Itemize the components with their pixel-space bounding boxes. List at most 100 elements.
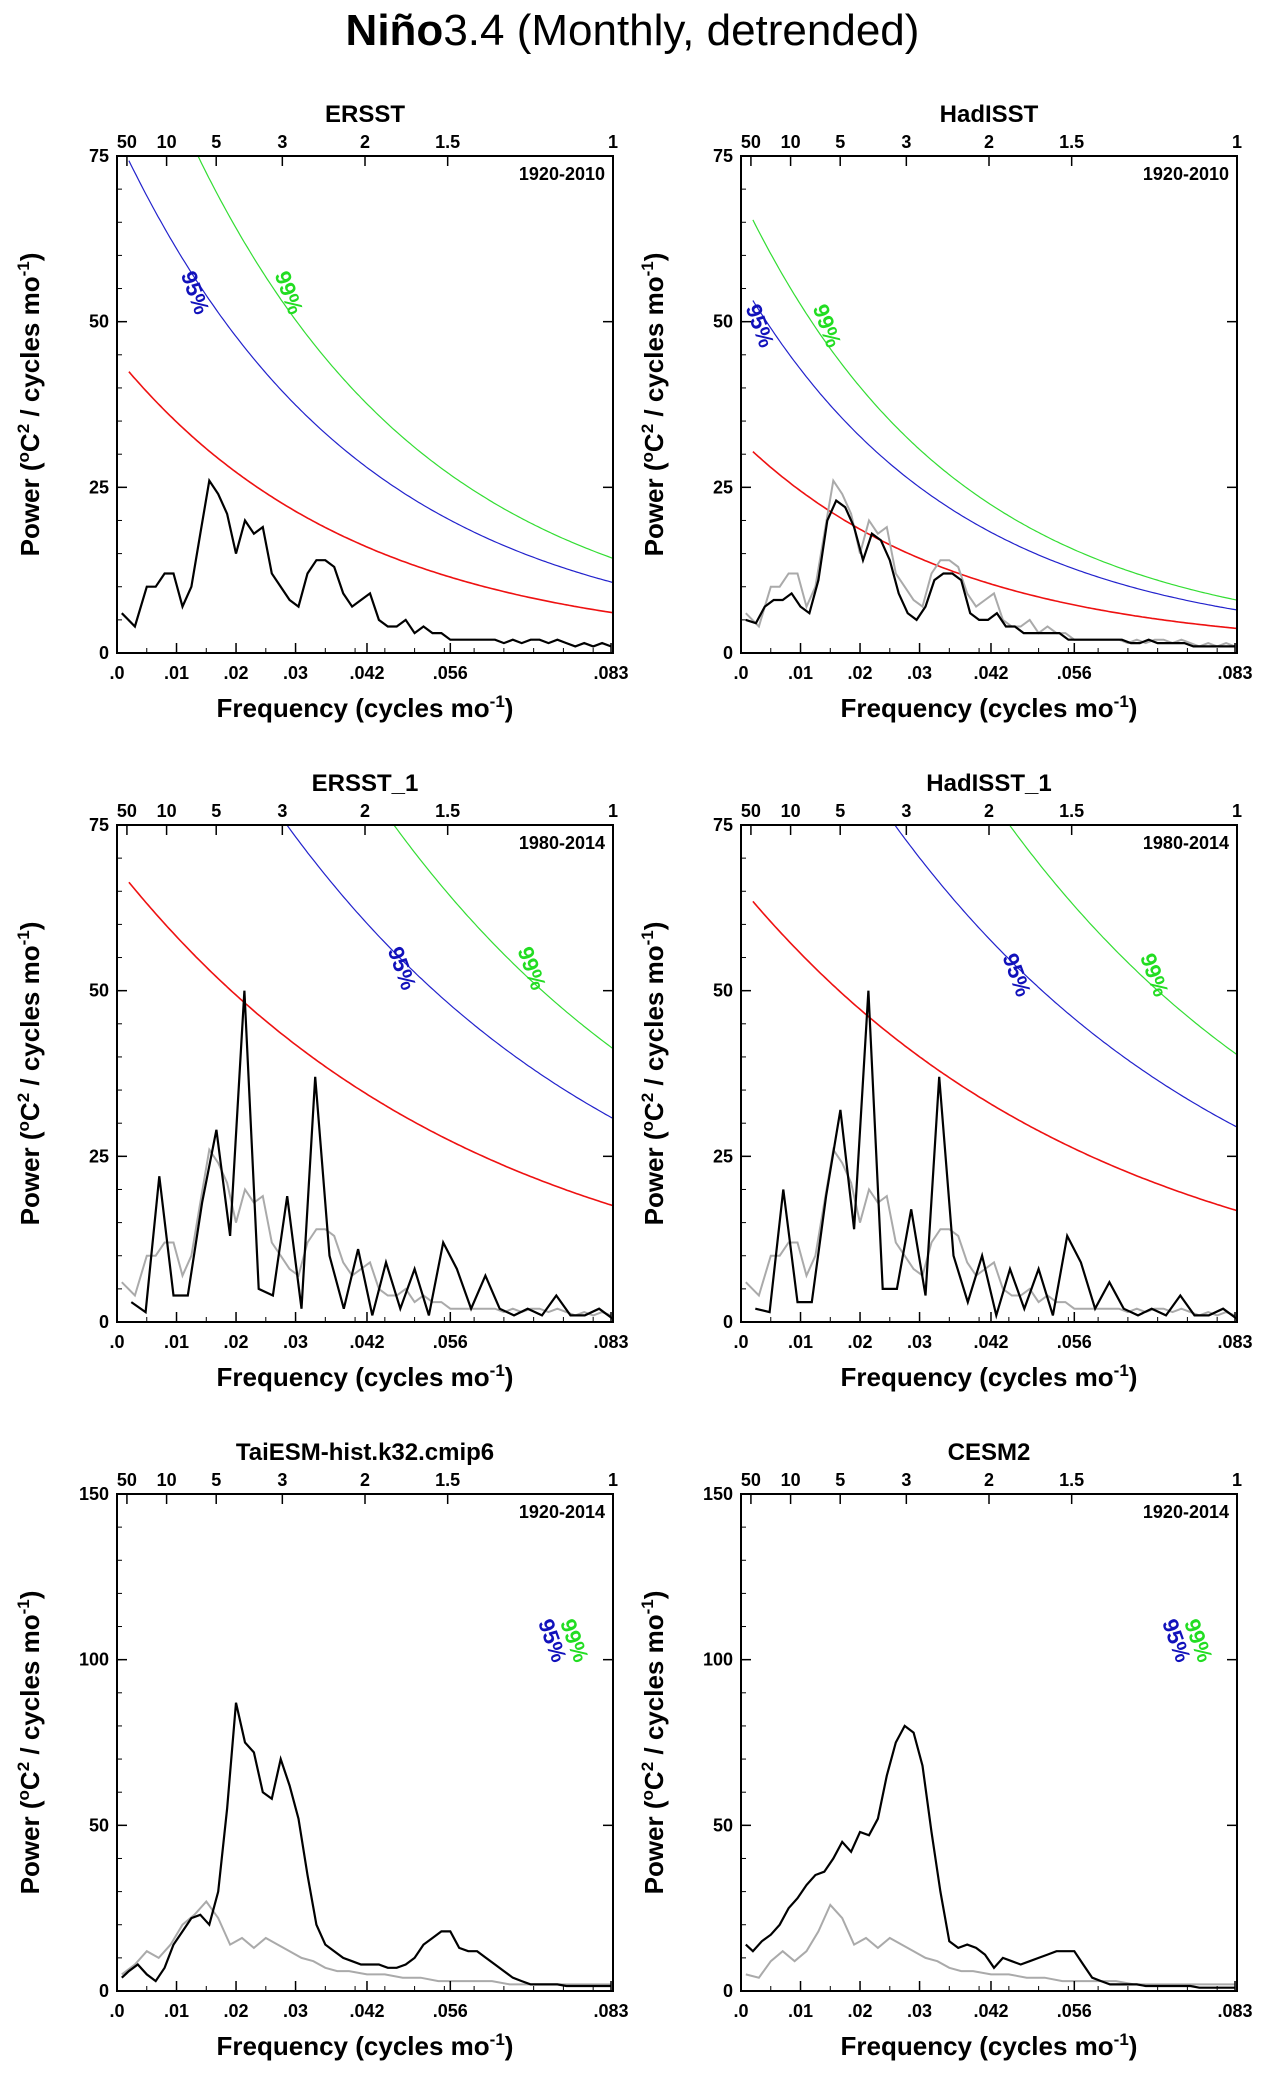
panel-period: 1980-2014 xyxy=(1143,833,1229,853)
red-noise-curve xyxy=(128,881,613,1207)
y-tick-label: 25 xyxy=(713,1146,733,1166)
ci95-label: 95% xyxy=(176,268,215,318)
y-tick-label: 50 xyxy=(713,1815,733,1835)
x-tick-label: .056 xyxy=(433,663,468,683)
panel-period: 1920-2014 xyxy=(1143,1502,1229,1522)
period-tick-label: 2 xyxy=(984,801,994,821)
period-tick-label: 10 xyxy=(781,801,801,821)
ci99-curve xyxy=(1008,825,1237,1055)
x-tick-label: .01 xyxy=(788,663,813,683)
spectrum-series xyxy=(755,990,1237,1320)
period-tick-label: 5 xyxy=(835,1470,845,1490)
period-tick-label: 1 xyxy=(1232,1470,1242,1490)
y-tick-label: 100 xyxy=(703,1650,733,1670)
y-tick-label: 50 xyxy=(89,981,109,1001)
plot-frame xyxy=(116,155,614,654)
plot-area: 95%99% xyxy=(121,156,613,648)
x-tick-label: .02 xyxy=(848,1332,873,1352)
y-tick-label: 0 xyxy=(99,643,109,663)
period-tick-label: 3 xyxy=(277,1470,287,1490)
x-tick-label: .01 xyxy=(164,2001,189,2021)
y-tick-label: 25 xyxy=(713,477,733,497)
ci95-curve xyxy=(286,825,613,1119)
ci99-curve xyxy=(197,156,613,559)
red-noise-curve xyxy=(752,451,1237,630)
y-tick-label: 50 xyxy=(89,312,109,332)
ci95-label: 95% xyxy=(998,950,1037,1000)
panel-title: HadISST xyxy=(940,101,1039,128)
plot-area: 95% 99% xyxy=(745,0,1237,1989)
period-tick-label: 50 xyxy=(117,1470,137,1490)
x-tick-label: .03 xyxy=(907,2001,932,2021)
reference-series xyxy=(745,478,1236,648)
figure-title: Niño3.4 (Monthly, detrended) xyxy=(0,6,1265,56)
x-tick-label: .01 xyxy=(164,1332,189,1352)
period-tick-label: 3 xyxy=(277,132,287,152)
x-tick-label: .042 xyxy=(973,663,1008,683)
period-tick-label: 2 xyxy=(360,801,370,821)
plot-frame xyxy=(740,824,1238,1323)
x-tick-label: .03 xyxy=(283,1332,308,1352)
panel-title: ERSST_1 xyxy=(312,770,419,797)
ci95-curve xyxy=(128,160,613,584)
ci95-curve xyxy=(752,300,1237,611)
period-tick-label: 50 xyxy=(117,132,137,152)
x-tick-label: .083 xyxy=(1217,1332,1252,1352)
period-tick-label: 1.5 xyxy=(1059,1470,1084,1490)
ci95-label: 95% xyxy=(383,943,422,993)
x-tick-label: .056 xyxy=(1057,1332,1092,1352)
x-axis-title: Frequency (cycles mo-1) xyxy=(217,692,514,723)
period-tick-label: 5 xyxy=(211,132,221,152)
x-tick-label: .02 xyxy=(224,2001,249,2021)
y-axis-title: Power (oC2 / cycles mo-1) xyxy=(638,253,669,557)
y-tick-label: 0 xyxy=(723,643,733,663)
x-tick-label: .01 xyxy=(788,2001,813,2021)
period-tick-label: 5 xyxy=(211,801,221,821)
y-axis-title: Power (oC2 / cycles mo-1) xyxy=(638,922,669,1226)
x-tick-label: .03 xyxy=(283,2001,308,2021)
x-tick-label: .02 xyxy=(224,1332,249,1352)
panel-title: ERSST xyxy=(325,101,405,128)
y-axis-title: Power (oC2 / cycles mo-1) xyxy=(638,1591,669,1895)
x-tick-label: .03 xyxy=(907,1332,932,1352)
panel-period: 1980-2014 xyxy=(519,833,605,853)
x-tick-label: .083 xyxy=(593,1332,628,1352)
x-axis-title: Frequency (cycles mo-1) xyxy=(841,692,1138,723)
y-tick-label: 50 xyxy=(713,981,733,1001)
ci99-curve xyxy=(752,219,1237,601)
period-tick-label: 2 xyxy=(984,1470,994,1490)
period-tick-label: 3 xyxy=(901,132,911,152)
ci99-label: 99% xyxy=(808,301,847,351)
x-tick-label: .0 xyxy=(733,2001,748,2021)
x-tick-label: .056 xyxy=(1057,2001,1092,2021)
x-tick-label: .0 xyxy=(109,2001,124,2021)
period-tick-label: 5 xyxy=(211,1470,221,1490)
x-axis-title: Frequency (cycles mo-1) xyxy=(841,1361,1138,1392)
x-tick-label: .0 xyxy=(733,1332,748,1352)
period-tick-label: 1.5 xyxy=(435,1470,460,1490)
period-tick-label: 1 xyxy=(1232,132,1242,152)
y-tick-label: 50 xyxy=(713,312,733,332)
y-tick-label: 75 xyxy=(713,815,733,835)
ci95-curve xyxy=(753,0,1237,325)
x-tick-label: .0 xyxy=(733,663,748,683)
x-tick-label: .083 xyxy=(593,663,628,683)
y-axis-title: Power (oC2 / cycles mo-1) xyxy=(14,1591,45,1895)
period-tick-label: 10 xyxy=(157,801,177,821)
period-tick-label: 50 xyxy=(741,1470,761,1490)
panel-period: 1920-2014 xyxy=(519,1502,605,1522)
period-tick-label: 2 xyxy=(984,132,994,152)
plot-frame xyxy=(740,155,1238,654)
ci99-curve xyxy=(393,825,613,1049)
x-tick-label: .0 xyxy=(109,1332,124,1352)
spectrum-series xyxy=(745,498,1235,648)
x-tick-label: .042 xyxy=(349,1332,384,1352)
y-axis-title: Power (oC2 / cycles mo-1) xyxy=(14,922,45,1226)
period-tick-label: 3 xyxy=(277,801,287,821)
x-axis-title: Frequency (cycles mo-1) xyxy=(841,2030,1138,2061)
